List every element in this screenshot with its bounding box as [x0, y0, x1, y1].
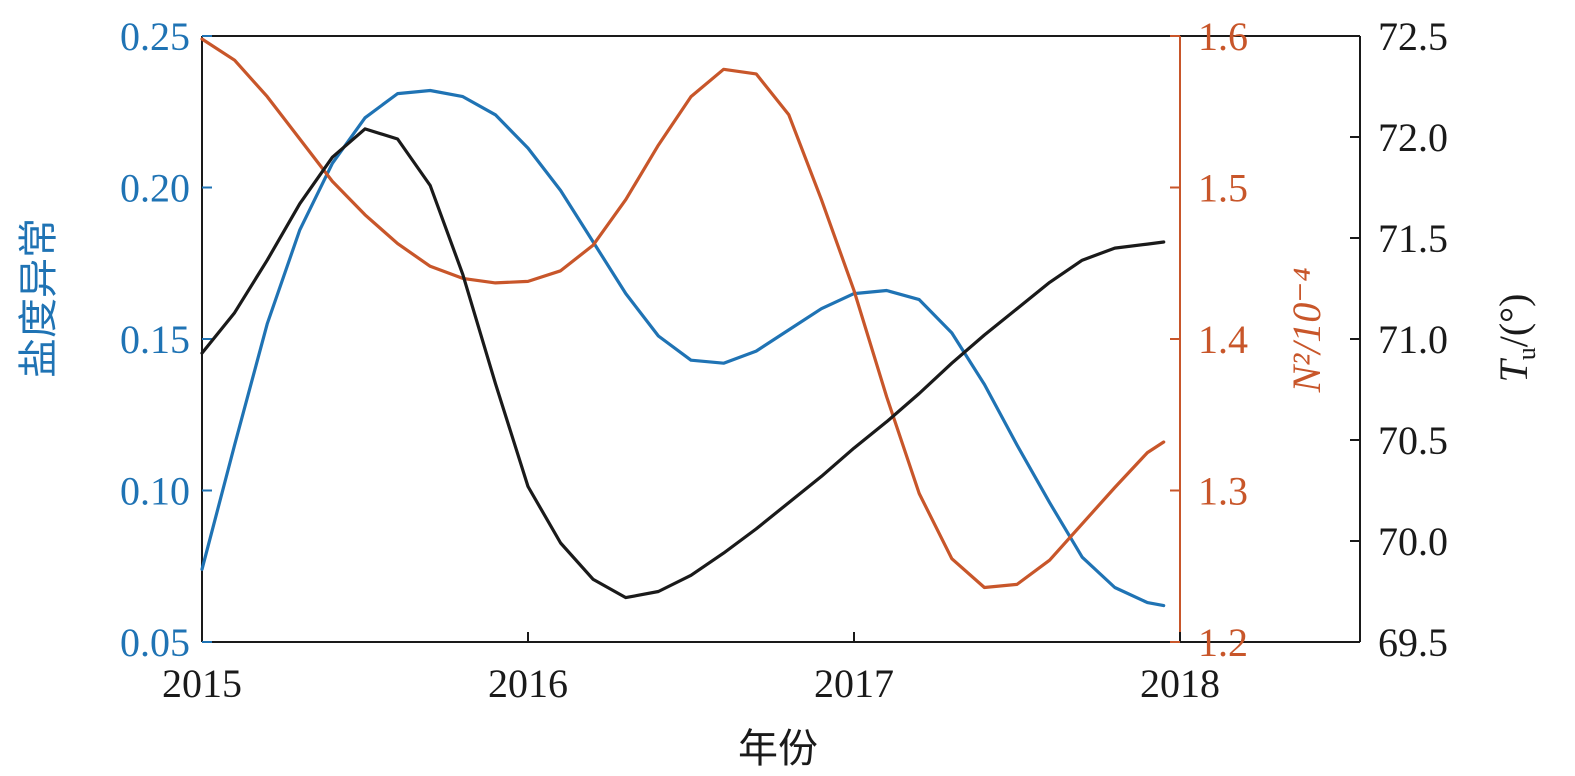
x-tick-label: 2017 [814, 661, 894, 706]
x-tick-label: 2016 [488, 661, 568, 706]
y-tick-label-right1: 1.5 [1198, 166, 1248, 211]
series-layer [200, 37, 1166, 608]
y-tick-label-right2: 71.0 [1378, 317, 1448, 362]
y-axis-right2-title-main: T [1491, 358, 1536, 383]
y-tick-label-left: 0.25 [120, 14, 190, 59]
y-tick-label-right2: 70.5 [1378, 418, 1448, 463]
series-line-left [200, 88, 1166, 608]
y-axis-right2-title-rest: /(°) [1491, 294, 1536, 348]
y-tick-label-left: 0.10 [120, 469, 190, 514]
y-tick-label-right2: 70.0 [1378, 519, 1448, 564]
y-axis-left-title: 盐度异常 [16, 218, 62, 378]
y-tick-label-left: 0.15 [120, 317, 190, 362]
y-tick-label-left: 0.05 [120, 620, 190, 665]
y-tick-label-right1: 1.6 [1198, 14, 1248, 59]
series-line-right1 [200, 37, 1166, 590]
x-axis-title: 年份 [738, 726, 818, 772]
y-tick-label-right2: 72.0 [1378, 115, 1448, 160]
series-line-right2 [200, 127, 1166, 600]
y-tick-label-right2: 71.5 [1378, 216, 1448, 261]
x-tick-label: 2018 [1140, 661, 1220, 706]
y-tick-label-left: 0.20 [120, 166, 190, 211]
labels-layer: 2015 2016 2017 2018 0.05 0.10 0.15 0.20 0.25 1.2 1… [120, 14, 1448, 706]
x-tick-label: 2015 [162, 661, 242, 706]
y-tick-label-right1: 1.3 [1198, 469, 1248, 514]
y-axis-right1-title: N²/10⁻⁴ [1284, 268, 1329, 394]
axes-layer [201, 35, 1361, 643]
y-tick-label-right1: 1.2 [1198, 620, 1248, 665]
y-tick-label-right1: 1.4 [1198, 317, 1248, 362]
y-tick-label-right2: 72.5 [1378, 14, 1448, 59]
y-axis-right2-title: Tu/(°) [1491, 294, 1541, 383]
y-tick-label-right2: 69.5 [1378, 620, 1448, 665]
y-axis-right2-title-sub: u [1512, 347, 1541, 360]
